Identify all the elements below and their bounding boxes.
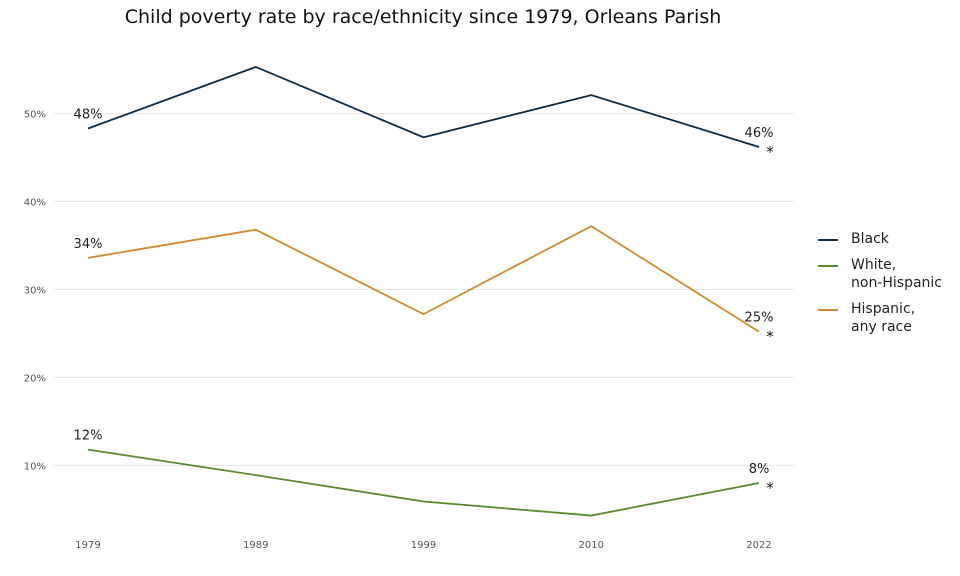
start-value-label: 34% (74, 237, 103, 252)
y-tick-label: 50% (24, 110, 46, 121)
end-asterisk: * (766, 479, 774, 497)
legend-label: Black (851, 231, 889, 247)
start-value-label: 12% (74, 429, 103, 444)
x-tick-label: 2010 (579, 540, 604, 551)
legend-label: White, non-Hispanic (851, 257, 942, 291)
legend-item: White, non-Hispanic (818, 256, 942, 292)
series-line (87, 225, 760, 333)
legend-label: Hispanic, any race (851, 301, 916, 335)
x-tick-label: 1979 (75, 540, 100, 551)
end-asterisk: * (766, 328, 774, 346)
legend: Black White, non-Hispanic Hispanic, any ra… (818, 230, 942, 344)
y-tick-label: 40% (24, 198, 46, 209)
x-tick-label: 2022 (746, 540, 771, 551)
legend-item: Hispanic, any race (818, 300, 942, 336)
y-tick-label: 20% (24, 373, 46, 384)
end-asterisk: * (766, 143, 774, 161)
chart-title: Child poverty rate by race/ethnicity sin… (124, 6, 722, 28)
start-value-label: 48% (74, 108, 103, 123)
legend-swatch (818, 309, 838, 311)
legend-item: Black (818, 230, 942, 248)
legend-swatch (818, 239, 838, 241)
series-line (87, 448, 760, 517)
x-tick-label: 1999 (411, 540, 436, 551)
legend-swatch (818, 265, 838, 267)
y-tick-label: 10% (24, 461, 46, 472)
end-value-label: 25% (745, 311, 774, 326)
series-line (87, 66, 760, 148)
y-tick-label: 30% (24, 286, 46, 297)
end-value-label: 46% (745, 126, 774, 141)
end-value-label: 8% (749, 462, 770, 477)
x-tick-label: 1989 (243, 540, 268, 551)
